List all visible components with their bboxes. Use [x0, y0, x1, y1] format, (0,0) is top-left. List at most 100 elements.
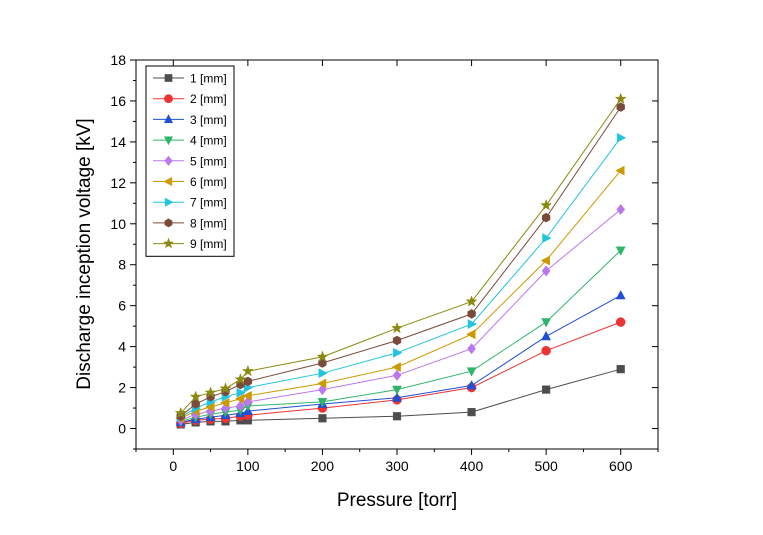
y-tick-label: 2	[118, 380, 126, 396]
legend-entry: 4 [mm]	[153, 134, 227, 148]
data-point	[390, 321, 404, 334]
data-point	[615, 289, 626, 300]
x-tick-label: 100	[236, 458, 260, 474]
legend: 1 [mm] 2 [mm] 3 [mm] 4 [mm] 5 [mm] 6 [mm] 7 [m…	[145, 65, 235, 257]
data-point	[466, 329, 476, 340]
data-point	[392, 369, 402, 381]
data-point	[236, 387, 246, 398]
data-point	[391, 362, 401, 373]
legend-label: 7 [mm]	[190, 196, 227, 210]
data-point	[189, 390, 202, 402]
data-point	[318, 368, 328, 379]
y-tick-label: 16	[110, 93, 126, 109]
legend-label: 1 [mm]	[190, 72, 227, 86]
data-point	[615, 165, 625, 176]
legend-marker	[163, 114, 174, 124]
data-point	[467, 309, 476, 319]
data-point	[467, 319, 478, 330]
y-axis-title: Discharge inception voltage [kV]	[74, 118, 95, 389]
y-tick-label: 10	[110, 216, 126, 232]
data-point	[466, 367, 477, 377]
legend-entry: 8 [mm]	[153, 216, 227, 230]
legend-marker	[163, 136, 174, 146]
data-point	[235, 400, 245, 412]
legend-entry: 6 [mm]	[153, 175, 227, 189]
legend-label: 5 [mm]	[190, 154, 227, 168]
legend-entry: 9 [mm]	[153, 237, 227, 251]
legend-label: 4 [mm]	[190, 134, 227, 148]
x-axis-title: Pressure [torr]	[337, 490, 457, 511]
y-tick-label: 14	[110, 134, 126, 150]
data-point	[615, 246, 626, 256]
series-2	[175, 317, 626, 429]
data-point	[393, 347, 403, 358]
data-point	[541, 345, 551, 356]
data-point	[316, 378, 327, 389]
legend-marker	[163, 176, 173, 187]
legend-entry: 3 [mm]	[153, 113, 227, 127]
legend-entry: 5 [mm]	[153, 154, 227, 168]
data-point	[614, 92, 627, 105]
x-tick-label: 400	[460, 458, 484, 474]
legend-marker	[164, 74, 173, 82]
data-point	[204, 386, 217, 398]
y-tick-label: 12	[110, 175, 126, 191]
x-tick-label: 0	[169, 458, 177, 474]
legend-entry: 2 [mm]	[153, 92, 227, 106]
x-tick-label: 300	[385, 458, 409, 474]
y-tick-label: 4	[118, 339, 126, 355]
data-point	[318, 414, 327, 423]
data-point	[219, 397, 230, 408]
legend-label: 3 [mm]	[190, 113, 227, 127]
y-tick-label: 0	[118, 421, 126, 437]
data-point	[392, 412, 402, 421]
data-point	[316, 350, 329, 363]
data-point	[174, 406, 187, 419]
data-point	[541, 330, 552, 341]
data-point	[465, 295, 478, 307]
y-tick-label: 18	[110, 52, 126, 68]
legend-label: 2 [mm]	[190, 92, 227, 106]
series-5	[176, 203, 626, 426]
legend-label: 6 [mm]	[190, 175, 227, 189]
data-point	[242, 390, 252, 401]
data-point	[541, 265, 551, 277]
data-point	[616, 132, 627, 143]
data-point	[392, 335, 402, 346]
data-point	[392, 392, 402, 402]
legend-marker	[164, 197, 174, 207]
data-point	[540, 198, 553, 211]
data-point	[616, 203, 626, 216]
y-tick-label: 6	[118, 298, 126, 314]
legend-marker	[164, 94, 173, 104]
data-point	[615, 317, 626, 327]
data-point	[241, 364, 254, 377]
legend-label: 8 [mm]	[190, 216, 227, 230]
data-point	[392, 385, 402, 396]
legend-entry: 7 [mm]	[153, 196, 227, 210]
data-point	[466, 380, 477, 390]
x-tick-label: 600	[609, 458, 633, 474]
legend-label: 9 [mm]	[190, 237, 227, 251]
data-point	[540, 255, 550, 266]
series-9	[174, 92, 627, 419]
data-point	[234, 393, 245, 404]
data-point	[317, 398, 328, 408]
data-point	[616, 102, 625, 112]
legend-entry: 1 [mm]	[153, 72, 227, 86]
legend-marker	[164, 218, 173, 228]
x-tick-label: 200	[311, 458, 335, 474]
data-point	[542, 233, 552, 244]
data-point	[467, 408, 476, 417]
x-tick-label: 500	[534, 458, 558, 474]
data-point	[541, 318, 552, 328]
data-point	[318, 384, 327, 396]
data-point	[541, 212, 551, 223]
axes: 0 100 200 300 400 500 600 0 2 4 6 8 10 12 14 16 18	[110, 52, 659, 474]
y-tick-label: 8	[118, 257, 126, 273]
legend-marker	[164, 155, 173, 167]
data-point	[542, 385, 551, 394]
data-point	[219, 382, 232, 394]
data-point	[234, 373, 247, 385]
